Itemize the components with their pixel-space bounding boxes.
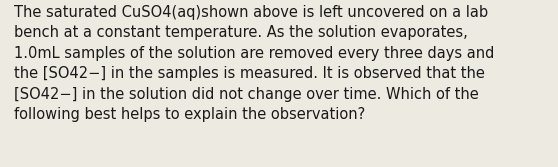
Text: The saturated CuSO4(aq)shown above is left uncovered on a lab
bench at a constan: The saturated CuSO4(aq)shown above is le… xyxy=(14,5,494,122)
